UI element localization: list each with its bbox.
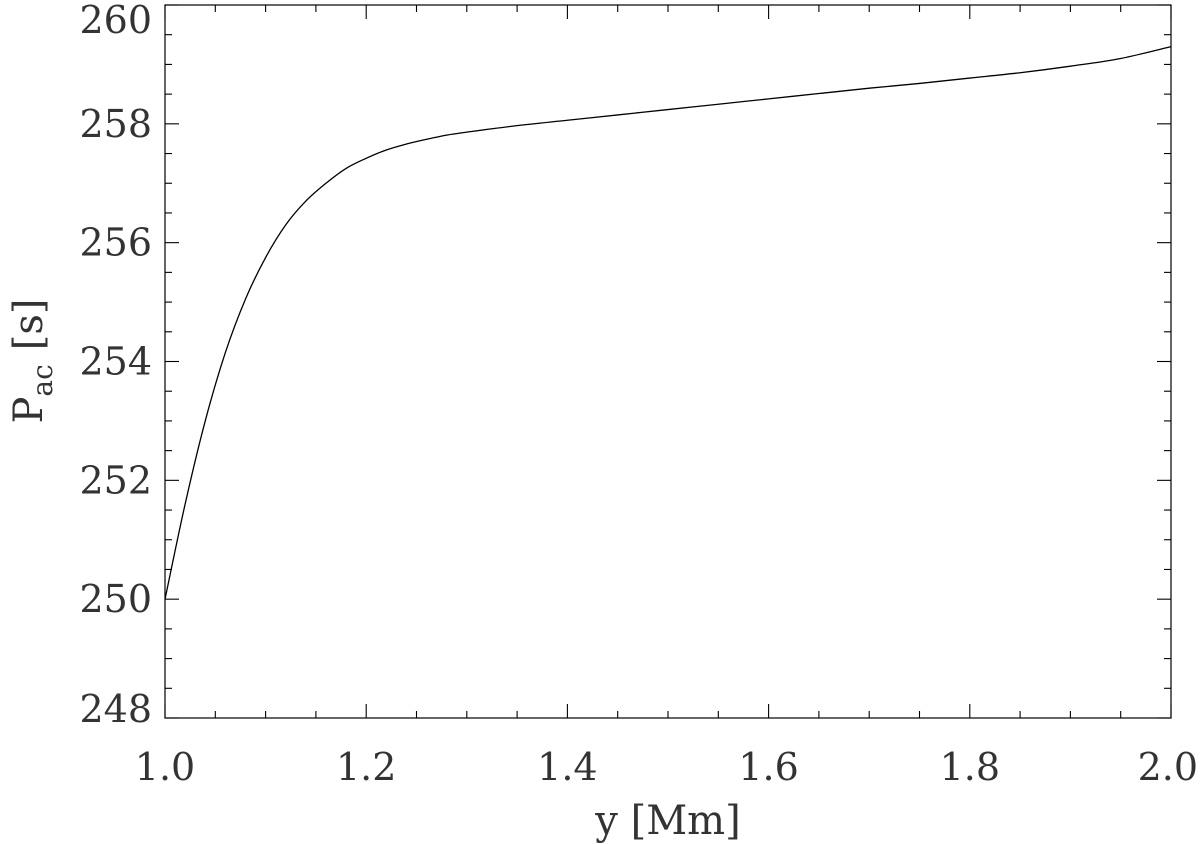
y-axis-label-unit: [s] (6, 298, 52, 350)
series-line (164, 45, 1172, 600)
y-tick-label: 248 (79, 687, 152, 731)
x-tick-labels: 1.0 1.2 1.4 1.6 1.8 2.0 (135, 745, 1198, 789)
axis-ticks (164, 4, 1172, 719)
y-tick-label: 252 (79, 458, 152, 502)
y-tick-label: 256 (79, 221, 152, 265)
plot-frame (164, 4, 1172, 719)
y-axis-label: Pac [s] (6, 298, 59, 423)
series-group (164, 45, 1172, 600)
y-tick-label: 254 (79, 340, 152, 384)
y-tick-label: 258 (79, 102, 152, 146)
y-axis-label-main: P (6, 397, 52, 424)
x-tick-label: 1.0 (135, 745, 195, 789)
x-axis-label: y [Mm] (594, 798, 740, 844)
y-axis-label-subscript: ac (26, 364, 59, 396)
x-tick-label: 1.8 (940, 745, 1000, 789)
x-tick-label: 2.0 (1138, 745, 1198, 789)
y-tick-labels: 248 250 252 254 256 258 260 (79, 0, 152, 731)
y-tick-label: 260 (79, 0, 152, 42)
x-tick-label: 1.2 (336, 745, 396, 789)
x-tick-label: 1.6 (738, 745, 798, 789)
y-tick-label: 250 (79, 577, 152, 621)
x-tick-label: 1.4 (537, 745, 597, 789)
